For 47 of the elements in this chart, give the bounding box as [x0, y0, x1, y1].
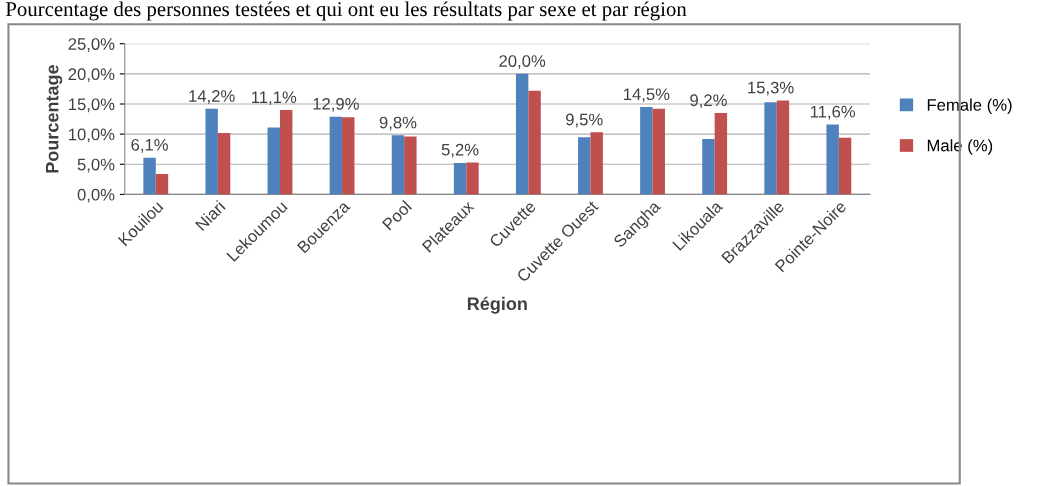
legend-label: Male (%) — [927, 139, 993, 155]
bar — [205, 108, 218, 195]
bar — [279, 110, 293, 195]
data-label: 14,2% — [189, 90, 235, 104]
bar — [342, 117, 355, 195]
bar — [776, 100, 790, 195]
y-tick-label: 10,0% — [69, 128, 115, 143]
bar — [155, 173, 169, 195]
y-axis-title: Pourcentage — [45, 65, 63, 173]
bar — [466, 162, 479, 195]
x-axis-title: Région — [467, 296, 527, 314]
data-label: 11,1% — [252, 91, 297, 106]
data-label: 15,3% — [748, 81, 794, 96]
bar — [329, 116, 343, 195]
bar — [267, 127, 280, 195]
bar — [217, 132, 231, 195]
legend-label: Female (%) — [927, 98, 1012, 115]
data-label: 9,8% — [379, 116, 417, 131]
data-label: 9,5% — [566, 113, 603, 128]
bar — [143, 157, 156, 195]
bar — [714, 113, 728, 195]
bar — [515, 73, 529, 195]
bar — [640, 107, 653, 195]
data-label: 14,5% — [624, 88, 670, 103]
data-label: 5,2% — [441, 143, 479, 158]
bar — [578, 137, 591, 195]
bar — [404, 136, 417, 195]
bar — [764, 102, 777, 195]
data-label: 20,0% — [499, 55, 546, 69]
bar — [590, 132, 603, 195]
bar — [453, 163, 467, 195]
y-tick-label: 0,0% — [77, 188, 115, 203]
data-label: 12,9% — [313, 97, 359, 112]
bar — [838, 137, 852, 195]
bar — [702, 138, 715, 195]
bar — [528, 90, 541, 195]
bar — [652, 108, 665, 195]
y-tick-label: 20,0% — [68, 68, 115, 83]
chart-title: Pourcentage des personnes testées et qui ont eu les résultats par sexe et par région — [5, 1, 687, 21]
y-tick-label: 25,0% — [68, 38, 115, 52]
y-tick-label: 15,0% — [69, 98, 115, 113]
data-label: 9,2% — [690, 94, 727, 109]
bar — [391, 135, 405, 195]
bar — [826, 124, 839, 195]
data-label: 11,6% — [810, 105, 856, 120]
y-tick-label: 5,0% — [77, 158, 115, 173]
data-label: 6,1% — [131, 138, 168, 153]
